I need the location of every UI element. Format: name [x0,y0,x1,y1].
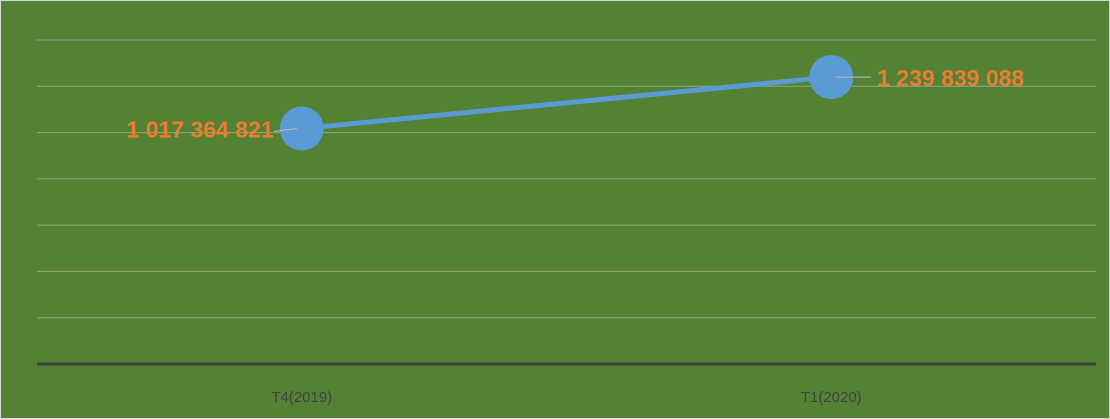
data-label: 1 017 364 821 [127,117,274,143]
x-tick-label: T4(2019) [271,389,332,406]
data-label: 1 239 839 088 [877,65,1024,91]
marker [809,55,854,100]
line [301,74,832,132]
marker [279,106,324,151]
leader-line [273,128,297,133]
x-tick-label: T1(2020) [801,389,862,406]
